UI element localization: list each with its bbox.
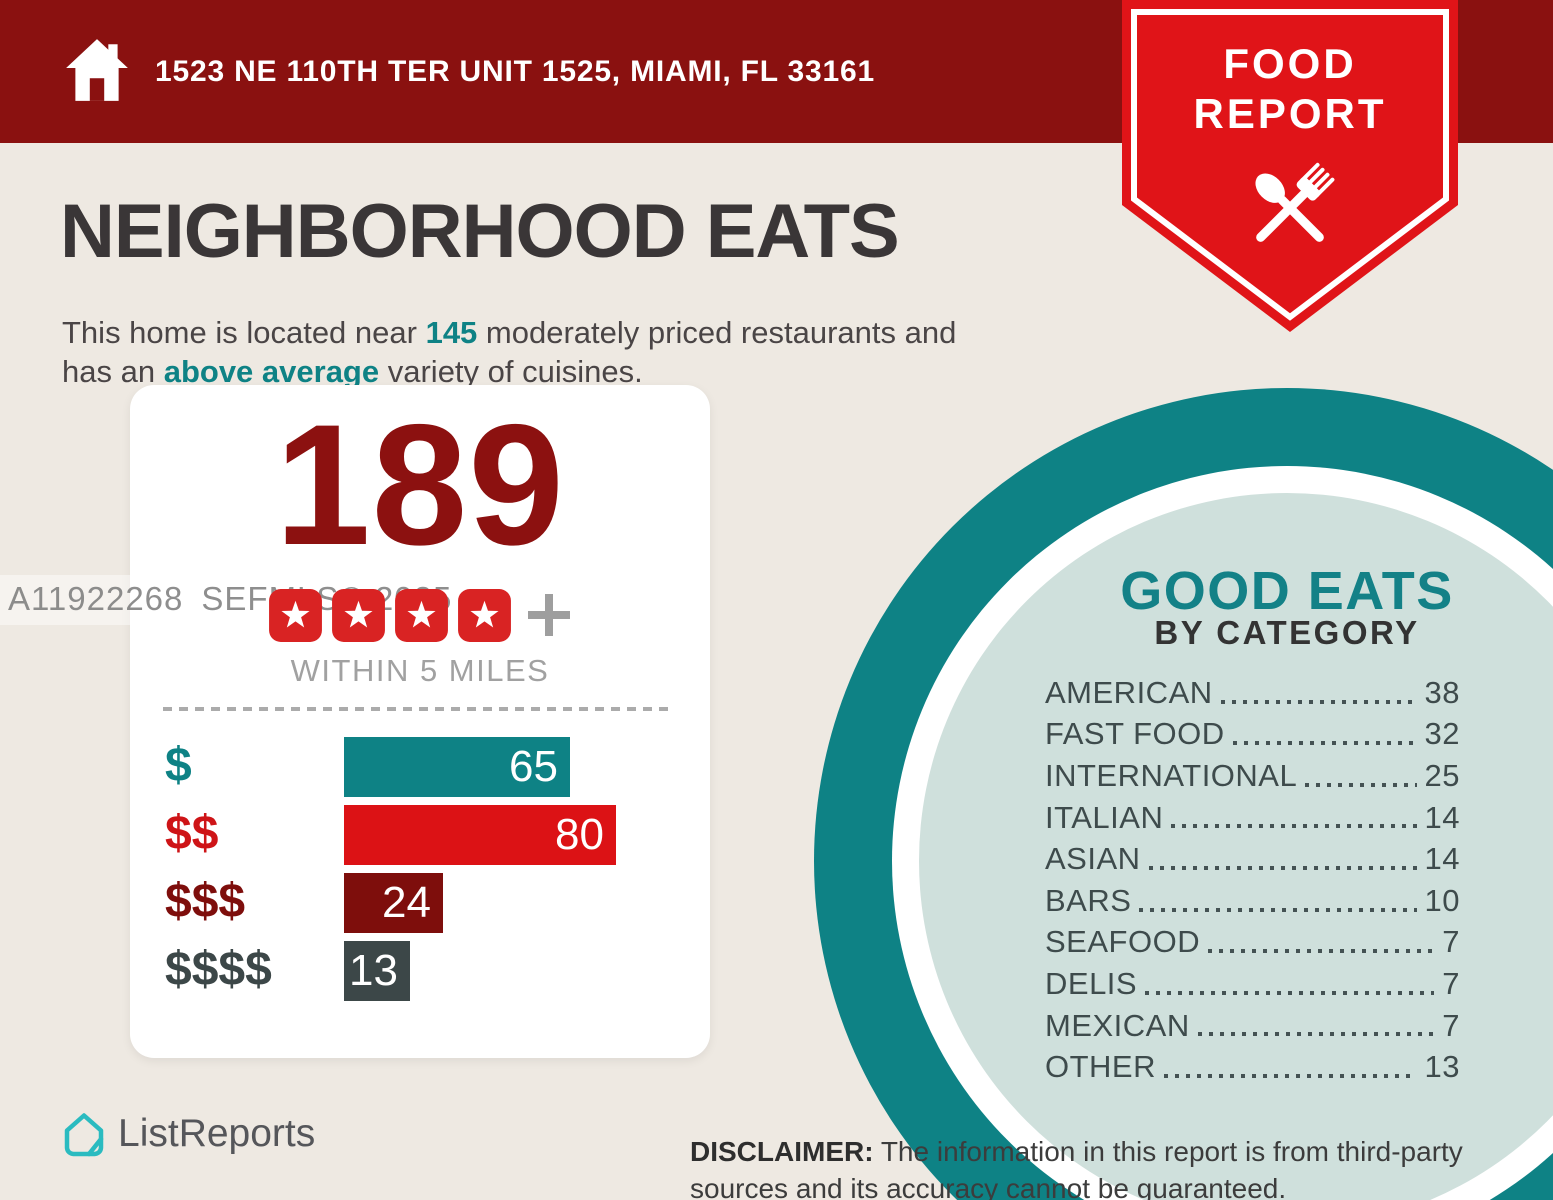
bar-value: 13 <box>349 946 398 995</box>
category-label: INTERNATIONAL <box>1045 757 1298 793</box>
page-title: NEIGHBORHOOD EATS <box>60 189 900 274</box>
home-icon <box>62 34 132 111</box>
star-icon <box>332 588 385 642</box>
bar-value: 65 <box>509 742 558 791</box>
dotted-leader <box>1197 1032 1435 1037</box>
bar: 65 <box>344 737 570 797</box>
category-value: 38 <box>1424 674 1460 710</box>
table-row: DELIS 7 <box>1045 963 1460 1005</box>
dotted-leader <box>1305 782 1417 787</box>
star-rating <box>130 587 710 643</box>
category-label: ASIAN <box>1045 841 1141 877</box>
disclaimer: DISCLAIMER: The information in this repo… <box>690 1134 1510 1200</box>
price-tier-label: $$$ <box>165 875 246 928</box>
good-eats-title: GOOD EATS <box>1120 561 1454 621</box>
plus-icon <box>526 592 572 638</box>
restaurant-count-highlight: 145 <box>425 315 478 350</box>
disclaimer-label: DISCLAIMER: <box>690 1136 874 1167</box>
category-list: AMERICAN 38 FAST FOOD 32 INTERNATIONAL 25 ITAL… <box>1045 672 1460 1088</box>
total-restaurants-count: 189 <box>275 389 565 581</box>
table-row: BARS 10 <box>1045 880 1460 922</box>
bar-row: $$$$ 13 <box>130 941 710 1001</box>
category-value: 7 <box>1442 924 1460 960</box>
mls-id: A11922268 <box>8 580 184 617</box>
bar: 80 <box>344 805 616 865</box>
dotted-leader <box>1232 741 1417 746</box>
listreports-house-icon <box>60 1110 108 1158</box>
dotted-leader <box>1208 949 1435 954</box>
restaurant-summary-card: 189 WITHIN 5 MILES $65 $$ 80 $$$ 24 $$$$ 13 <box>130 385 710 1058</box>
category-value: 10 <box>1424 882 1460 918</box>
table-row: SEAFOOD 7 <box>1045 922 1460 964</box>
radius-note: WITHIN 5 MILES <box>290 653 550 688</box>
intro-subtitle: This home is located near 145 moderately… <box>62 313 1092 391</box>
category-label: OTHER <box>1045 1049 1156 1085</box>
bar: 13 <box>344 941 410 1001</box>
category-label: DELIS <box>1045 965 1138 1001</box>
star-icons <box>268 588 512 643</box>
dashed-divider <box>163 707 670 711</box>
category-label: BARS <box>1045 882 1132 918</box>
food-report-badge: FOOD REPORT <box>1122 0 1458 335</box>
table-row: ITALIAN 14 <box>1045 797 1460 839</box>
subtitle-text: has an <box>62 354 164 390</box>
table-row: MEXICAN 7 <box>1045 1005 1460 1047</box>
category-label: ITALIAN <box>1045 799 1164 835</box>
disclaimer-text: The information in this report is from t… <box>690 1136 1463 1200</box>
dotted-leader <box>1139 907 1417 912</box>
badge-pennant-shape <box>1122 0 1458 332</box>
category-value: 13 <box>1424 1049 1460 1085</box>
category-label: FAST FOOD <box>1045 716 1225 752</box>
good-eats-subtitle: BY CATEGORY <box>1154 614 1420 651</box>
bar-row: $65 <box>130 737 710 797</box>
category-value: 25 <box>1424 757 1460 793</box>
badge-title-line1: FOOD <box>1223 40 1357 87</box>
dotted-leader <box>1148 865 1417 870</box>
property-address: 1523 NE 110TH TER UNIT 1525, MIAMI, FL 3… <box>155 54 875 88</box>
bar-value: 80 <box>555 810 604 859</box>
bar-value: 24 <box>382 878 431 927</box>
category-value: 14 <box>1424 841 1460 877</box>
listreports-logo-text: ListReports <box>118 1112 316 1155</box>
subtitle-text: moderately priced restaurants and <box>477 315 957 350</box>
dotted-leader <box>1164 1073 1417 1078</box>
bar: 24 <box>344 873 443 933</box>
bar-row: $$$ 24 <box>130 873 710 933</box>
good-eats-circle-fill <box>919 493 1553 1200</box>
price-tier-label: $$$$ <box>165 943 272 996</box>
price-bar-chart: $65 $$ 80 $$$ 24 $$$$ 13 <box>130 737 710 1009</box>
price-tier-label: $$ <box>165 807 219 860</box>
table-row: INTERNATIONAL 25 <box>1045 755 1460 797</box>
table-row: ASIAN 14 <box>1045 838 1460 880</box>
star-icon <box>395 588 448 642</box>
dotted-leader <box>1220 699 1417 704</box>
variety-highlight: above average <box>163 354 380 390</box>
category-value: 14 <box>1424 799 1460 835</box>
category-label: MEXICAN <box>1045 1007 1190 1043</box>
table-row: AMERICAN 38 <box>1045 672 1460 714</box>
table-row: FAST FOOD 32 <box>1045 714 1460 756</box>
crossed-spoon-fork-icon <box>1230 148 1350 273</box>
category-label: SEAFOOD <box>1045 924 1201 960</box>
star-icon <box>458 588 511 642</box>
badge-title-line2: REPORT <box>1193 90 1387 137</box>
star-icon <box>269 588 322 642</box>
category-value: 7 <box>1442 1007 1460 1043</box>
dotted-leader <box>1145 990 1435 995</box>
subtitle-text: variety of cuisines. <box>379 354 643 390</box>
subtitle-text: This home is located near <box>62 315 426 350</box>
price-tier-label: $ <box>165 739 192 792</box>
category-value: 32 <box>1424 716 1460 752</box>
bar-row: $$ 80 <box>130 805 710 865</box>
listreports-logo: ListReports <box>60 1110 315 1158</box>
category-value: 7 <box>1442 965 1460 1001</box>
dotted-leader <box>1171 824 1417 829</box>
table-row: OTHER 13 <box>1045 1046 1460 1088</box>
category-label: AMERICAN <box>1045 674 1213 710</box>
